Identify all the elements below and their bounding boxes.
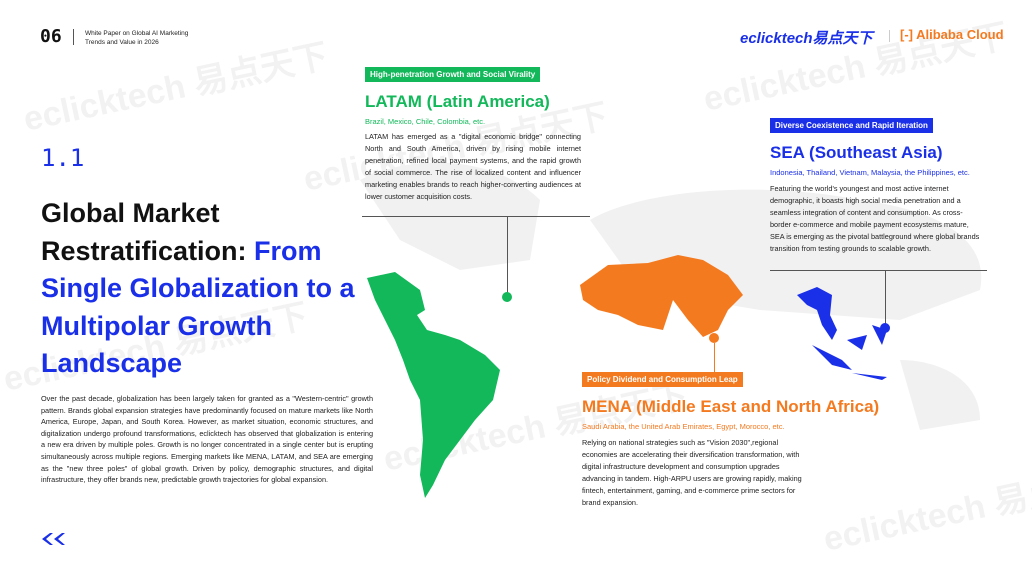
mena-title: MENA (Middle East and North Africa)	[582, 397, 880, 416]
alibaba-cloud-logo: [-] Alibaba Cloud	[900, 27, 1004, 42]
title-black: Global Market Restratification:	[41, 198, 255, 266]
section-number: 1.1	[41, 144, 85, 172]
latam-map	[367, 272, 500, 498]
latam-tag: High-penetration Growth and Social Viral…	[365, 67, 541, 82]
latam-marker	[502, 292, 512, 302]
sea-body: Featuring the world's youngest and most …	[770, 184, 980, 253]
sea-title: SEA (Southeast Asia)	[770, 143, 943, 162]
doc-title-line1: White Paper on Global AI Marketing	[85, 30, 189, 37]
sea-marker	[880, 323, 890, 333]
mena-countries: Saudi Arabia, the United Arab Emirates, …	[582, 422, 785, 431]
latam-rule	[362, 216, 590, 217]
mena-map	[580, 255, 743, 337]
mena-tag: Policy Dividend and Consumption Leap	[582, 372, 743, 387]
mena-marker	[709, 333, 719, 343]
sea-rule	[770, 270, 987, 271]
logo-divider	[889, 30, 890, 42]
title-highlight: From Single Globalization to a Multipola…	[41, 235, 355, 379]
doc-title-line2: Trends and Value in 2026	[85, 39, 159, 46]
sea-connector	[885, 270, 886, 325]
page-number: 06	[40, 26, 62, 47]
eclicktech-chevron-logo-icon	[42, 533, 65, 545]
latam-title: LATAM (Latin America)	[365, 92, 550, 111]
section-title: Global Market Restratification: From Sin…	[41, 195, 371, 383]
latam-body: LATAM has emerged as a "digital economic…	[365, 132, 581, 201]
latam-connector	[507, 216, 508, 296]
eclicktech-logo: eclicktech易点天下	[740, 30, 873, 47]
sea-countries: Indonesia, Thailand, Vietnam, Malaysia, …	[770, 168, 970, 177]
intro-paragraph: Over the past decade, globalization has …	[41, 394, 373, 485]
alibaba-icon: [-]	[900, 27, 917, 42]
mena-connector	[714, 343, 715, 372]
document-title: White Paper on Global AI Marketing Trends…	[85, 29, 188, 47]
mena-body: Relying on national strategies such as "…	[582, 438, 802, 507]
latam-countries: Brazil, Mexico, Chile, Colombia, etc.	[365, 117, 486, 126]
alibaba-label: Alibaba Cloud	[916, 27, 1004, 42]
sea-tag: Diverse Coexistence and Rapid Iteration	[770, 118, 933, 133]
header-divider	[73, 29, 74, 45]
sea-map	[797, 287, 887, 380]
